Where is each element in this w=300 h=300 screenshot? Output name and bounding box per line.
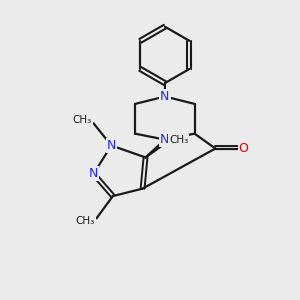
Text: O: O bbox=[239, 142, 249, 155]
Text: N: N bbox=[160, 90, 170, 103]
Text: CH₃: CH₃ bbox=[76, 216, 95, 226]
Text: CH₃: CH₃ bbox=[73, 115, 92, 125]
Text: N: N bbox=[89, 167, 98, 180]
Text: N: N bbox=[160, 133, 170, 146]
Text: CH₃: CH₃ bbox=[169, 135, 189, 145]
Text: N: N bbox=[107, 139, 116, 152]
